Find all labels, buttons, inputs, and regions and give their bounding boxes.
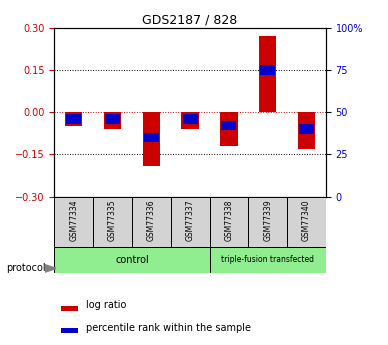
FancyBboxPatch shape <box>93 197 132 247</box>
Bar <box>298 112 315 149</box>
Text: GSM77335: GSM77335 <box>108 200 117 242</box>
Bar <box>144 133 159 142</box>
Title: GDS2187 / 828: GDS2187 / 828 <box>142 13 238 27</box>
FancyBboxPatch shape <box>132 197 171 247</box>
Bar <box>66 114 81 124</box>
Bar <box>61 328 78 333</box>
Text: percentile rank within the sample: percentile rank within the sample <box>86 323 251 333</box>
Bar <box>61 306 78 310</box>
Text: control: control <box>115 255 149 265</box>
Bar <box>65 112 83 126</box>
Text: GSM77339: GSM77339 <box>263 200 272 242</box>
FancyBboxPatch shape <box>171 197 210 247</box>
Bar <box>260 65 275 75</box>
Text: GSM77338: GSM77338 <box>224 200 234 242</box>
FancyBboxPatch shape <box>248 197 287 247</box>
FancyBboxPatch shape <box>54 197 93 247</box>
FancyBboxPatch shape <box>210 247 326 273</box>
Text: GSM77336: GSM77336 <box>147 200 156 242</box>
Bar <box>183 114 197 124</box>
FancyBboxPatch shape <box>210 197 248 247</box>
Bar <box>299 125 314 134</box>
Bar <box>105 114 120 124</box>
FancyBboxPatch shape <box>54 247 210 273</box>
Text: GSM77337: GSM77337 <box>185 200 195 242</box>
Bar <box>104 112 121 129</box>
Text: triple-fusion transfected: triple-fusion transfected <box>221 255 314 264</box>
Text: GSM77334: GSM77334 <box>69 200 78 242</box>
Bar <box>143 112 160 166</box>
Text: GSM77340: GSM77340 <box>302 200 311 242</box>
Bar <box>259 36 277 112</box>
FancyBboxPatch shape <box>287 197 326 247</box>
Polygon shape <box>45 265 56 272</box>
Bar <box>182 112 199 129</box>
Bar <box>222 121 236 130</box>
Text: protocol: protocol <box>6 264 45 273</box>
Bar <box>220 112 237 146</box>
Text: log ratio: log ratio <box>86 300 126 310</box>
